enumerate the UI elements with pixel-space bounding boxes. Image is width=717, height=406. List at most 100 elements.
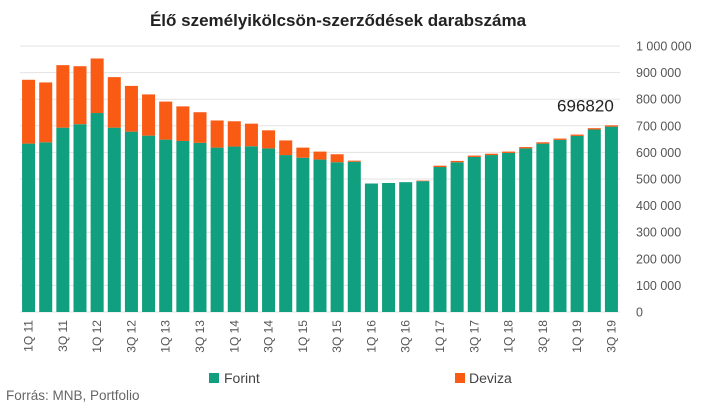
- bar-forint-1q-19: [570, 135, 584, 312]
- y-tick-label: 700 000: [636, 119, 681, 133]
- bar-deviza-3q-12: [124, 85, 138, 132]
- bar-deviza-1q-13: [159, 101, 173, 140]
- x-tick-label: 1Q 14: [227, 320, 241, 353]
- y-tick-label: 900 000: [636, 66, 681, 80]
- bar-forint-2q-12: [107, 127, 121, 312]
- x-tick-label: 3Q 13: [193, 320, 207, 353]
- bar-deviza-2q-12: [107, 77, 121, 128]
- bar-forint-2q-19: [587, 129, 601, 312]
- legend-swatch-deviza: [455, 373, 465, 383]
- bar-forint-1q-17: [433, 167, 447, 312]
- bar-deviza-2q-17: [450, 160, 464, 163]
- bar-deviza-4q-13: [210, 120, 224, 148]
- bar-deviza-3q-18: [536, 142, 550, 144]
- y-tick-label: 500 000: [636, 173, 681, 187]
- bar-deviza-4q-18: [553, 138, 567, 140]
- bar-forint-1q-15: [296, 157, 310, 312]
- bar-forint-1q-14: [227, 146, 241, 312]
- chart-title: Élő személyikölcsön-szerződések darabszá…: [150, 11, 527, 30]
- bar-deviza-2q-18: [519, 147, 533, 149]
- bar-forint-1q-18: [502, 152, 516, 312]
- bar-forint-1q-13: [159, 139, 173, 312]
- bar-forint-4q-16: [416, 181, 430, 312]
- bar-deviza-1q-17: [433, 165, 447, 168]
- bar-forint-3q-19: [604, 126, 618, 313]
- bar-forint-3q-11: [56, 127, 70, 312]
- x-tick-label: 1Q 11: [22, 320, 36, 352]
- bar-deviza-2q-19: [587, 128, 601, 130]
- bar-forint-2q-14: [244, 146, 258, 312]
- x-tick-label: 1Q 12: [90, 320, 104, 353]
- bar-forint-3q-15: [330, 162, 344, 312]
- bar-deviza-1q-18: [502, 151, 516, 153]
- bar-deviza-4q-14: [279, 140, 293, 156]
- bar-deviza-2q-15: [313, 151, 327, 160]
- x-tick-label: 3Q 18: [536, 320, 550, 353]
- bar-forint-3q-16: [399, 182, 413, 312]
- value-annotation: 696820: [557, 96, 614, 115]
- bar-deviza-4q-17: [484, 153, 498, 156]
- bar-deviza-2q-13: [176, 106, 190, 141]
- x-tick-label: 1Q 15: [296, 320, 310, 353]
- bar-deviza-1q-15: [296, 147, 310, 158]
- bars: [22, 58, 618, 313]
- bar-forint-1q-16: [364, 183, 378, 312]
- bar-deviza-1q-11: [22, 79, 36, 144]
- bar-forint-3q-17: [467, 156, 481, 312]
- x-tick-label: 1Q 18: [502, 320, 516, 353]
- bar-deviza-4q-11: [73, 66, 87, 125]
- x-tick-label: 3Q 12: [124, 320, 138, 353]
- bar-deviza-3q-15: [330, 154, 344, 163]
- bar-forint-1q-12: [90, 113, 104, 312]
- bar-forint-4q-12: [142, 135, 156, 312]
- bar-deviza-3q-14: [262, 130, 276, 149]
- x-tick-label: 3Q 14: [262, 320, 276, 353]
- bar-forint-2q-18: [519, 148, 533, 312]
- bar-forint-4q-14: [279, 155, 293, 312]
- x-tick-label: 3Q 11: [56, 320, 70, 352]
- y-tick-label: 1 000 000: [636, 40, 692, 54]
- y-tick-label: 400 000: [636, 199, 681, 213]
- legend-label-deviza: Deviza: [469, 370, 512, 386]
- bar-forint-2q-13: [176, 140, 190, 312]
- bar-forint-4q-13: [210, 147, 224, 312]
- bar-forint-1q-11: [22, 143, 36, 312]
- bar-deviza-1q-14: [227, 121, 241, 147]
- bar-deviza-3q-11: [56, 65, 70, 128]
- bar-deviza-1q-19: [570, 134, 584, 136]
- bar-forint-3q-12: [124, 131, 138, 312]
- x-tick-label: 1Q 13: [159, 320, 173, 353]
- x-tick-label: 1Q 17: [433, 320, 447, 353]
- y-tick-label: 800 000: [636, 93, 681, 107]
- bar-deviza-4q-12: [142, 94, 156, 136]
- bar-deviza-2q-14: [244, 123, 258, 147]
- x-tick-label: 1Q 16: [364, 320, 378, 353]
- y-tick-label: 0: [636, 306, 643, 320]
- bar-deviza-3q-13: [193, 112, 207, 143]
- bar-forint-4q-15: [347, 161, 361, 312]
- bar-forint-2q-15: [313, 159, 327, 312]
- y-axis-ticks: 0 100 000 200 000 300 000 400 000 500 000 600 …: [636, 40, 692, 320]
- x-tick-label: 3Q 19: [604, 320, 618, 353]
- bar-deviza-4q-15: [347, 160, 361, 162]
- x-axis-ticks: 1Q 11 3Q 11 1Q 12 3Q 12 1Q 13 3Q 13 1Q 14 3Q 14…: [22, 320, 619, 353]
- x-tick-label: 3Q 15: [330, 320, 344, 353]
- bar-forint-2q-16: [382, 182, 396, 312]
- bar-forint-2q-17: [450, 162, 464, 312]
- bar-deviza-4q-16: [416, 180, 430, 182]
- x-tick-label: 1Q 19: [570, 320, 584, 353]
- legend: Forint Deviza: [209, 370, 512, 386]
- y-tick-label: 200 000: [636, 252, 681, 266]
- bar-deviza-3q-17: [467, 155, 481, 157]
- bar-forint-3q-18: [536, 143, 550, 312]
- y-tick-label: 600 000: [636, 146, 681, 160]
- source-note: Forrás: MNB, Portfolio: [6, 388, 140, 403]
- bar-deviza-3q-19: [604, 125, 618, 127]
- bar-forint-4q-18: [553, 139, 567, 312]
- bar-deviza-2q-11: [39, 82, 53, 143]
- bar-forint-4q-17: [484, 155, 498, 312]
- bar-forint-3q-13: [193, 142, 207, 312]
- y-tick-label: 100 000: [636, 279, 681, 293]
- bar-deviza-1q-12: [90, 58, 104, 114]
